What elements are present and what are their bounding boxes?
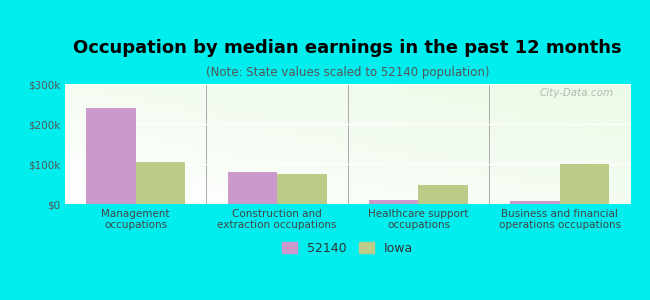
Bar <box>510 201 560 204</box>
Bar <box>560 164 609 204</box>
Text: (Note: State values scaled to 52140 population): (Note: State values scaled to 52140 popu… <box>206 66 489 79</box>
Bar <box>369 200 419 204</box>
Title: Occupation by median earnings in the past 12 months: Occupation by median earnings in the pas… <box>73 39 622 57</box>
Bar <box>419 185 468 204</box>
Bar <box>86 108 136 204</box>
Bar <box>136 162 185 204</box>
Legend: 52140, Iowa: 52140, Iowa <box>277 237 419 260</box>
Bar <box>277 174 326 204</box>
Text: City-Data.com: City-Data.com <box>540 88 614 98</box>
Bar <box>227 172 277 204</box>
